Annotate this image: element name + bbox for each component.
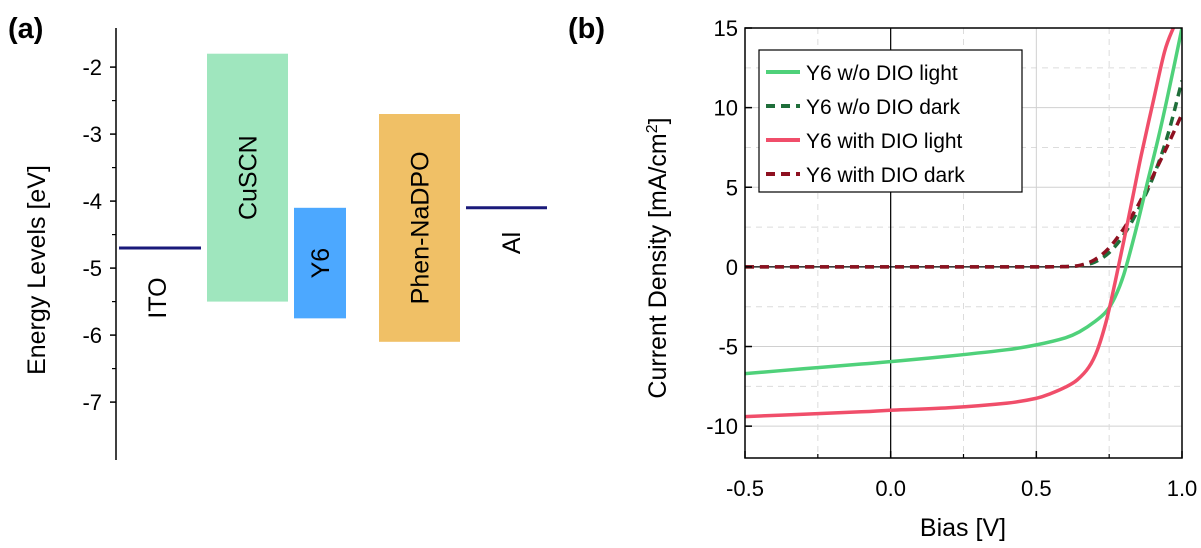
energy-y-ticks: -2 -3 -4 -5 -6 -7 xyxy=(82,55,116,415)
jv-legend-box xyxy=(758,49,1023,193)
jv-legend-entry: Y6 with DIO dark xyxy=(806,164,965,187)
jv-y-axis-title-suffix: ] xyxy=(644,117,672,124)
energy-bar-y6 xyxy=(294,207,346,319)
jv-series-line-2 xyxy=(745,28,1175,419)
jv-legend-entry: Y6 with DIO light xyxy=(806,130,963,153)
jv-x-tick-label: -0.5 xyxy=(726,476,764,501)
energy-level-label: Al xyxy=(498,232,526,254)
jv-y-axis-title-main: Current Density [mA/cm xyxy=(644,133,672,398)
jv-series-line-0 xyxy=(745,28,1182,376)
jv-y-axis-title-sup: 2 xyxy=(644,124,661,133)
panel-b-label: (b) xyxy=(568,13,605,45)
jv-x-tick-label: 1.0 xyxy=(1167,476,1198,501)
energy-y-tick-label: -3 xyxy=(82,122,102,147)
energy-y-tick-label: -4 xyxy=(82,189,102,214)
energy-bar-cuscn xyxy=(207,53,288,302)
jv-x-axis-title: Bias [V] xyxy=(920,514,1006,542)
jv-ticks: -10 -5 0 5 10 15 -0.5 0.0 0.5 1.0 xyxy=(706,16,1197,501)
panel-a-label: (a) xyxy=(8,13,43,45)
jv-y-tick-label: -10 xyxy=(706,414,738,439)
energy-y-tick-label: -5 xyxy=(82,256,102,281)
jv-y-tick-label: 5 xyxy=(726,175,738,200)
energy-bar-phen-nadpo xyxy=(379,114,460,342)
jv-legend: Y6 w/o DIO light Y6 w/o DIO dark Y6 with D… xyxy=(758,49,1023,193)
energy-y-axis-title: Energy Levels [eV] xyxy=(23,165,51,375)
jv-chart: -10 -5 0 5 10 15 -0.5 0.0 0.5 1.0 Bias [V] Curren… xyxy=(644,16,1197,542)
jv-series-line-3 xyxy=(745,113,1182,269)
jv-series xyxy=(745,28,1182,419)
energy-y-tick-label: -6 xyxy=(82,323,102,348)
jv-legend-entry: Y6 w/o DIO dark xyxy=(806,96,961,119)
energy-level-label: ITO xyxy=(144,277,172,318)
jv-y-tick-label: 15 xyxy=(714,16,738,41)
jv-y-axis-title: Current Density [mA/cm2] xyxy=(644,117,672,398)
jv-x-tick-label: 0.0 xyxy=(875,476,906,501)
jv-legend-entry: Y6 w/o DIO light xyxy=(806,62,958,85)
energy-y-tick-label: -7 xyxy=(82,390,102,415)
jv-y-tick-label: -5 xyxy=(718,335,738,360)
jv-y-tick-label: 10 xyxy=(714,96,738,121)
energy-level-marks: CuSCN Y6 Phen-NaDPO ITO Al xyxy=(119,53,547,342)
jv-x-tick-label: 0.5 xyxy=(1021,476,1052,501)
energy-bar-label: CuSCN xyxy=(235,135,263,220)
energy-level-chart: -2 -3 -4 -5 -6 -7 Energy Levels [eV] CuSCN Y6 P… xyxy=(23,28,547,460)
jv-y-tick-label: 0 xyxy=(726,255,738,280)
energy-y-tick-label: -2 xyxy=(82,55,102,80)
energy-bar-label: Phen-NaDPO xyxy=(407,151,435,304)
energy-bar-label: Y6 xyxy=(307,248,335,279)
